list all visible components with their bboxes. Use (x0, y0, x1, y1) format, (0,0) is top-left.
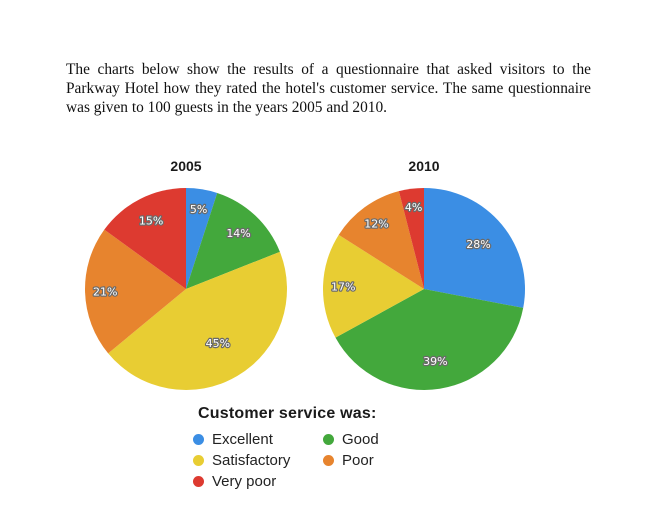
legend-label: Very poor (212, 472, 277, 490)
data-label-good: 39% (423, 355, 447, 368)
very-poor-dot-icon (193, 475, 204, 487)
data-label-satisfactory: 17% (331, 280, 355, 293)
legend-item-good: Good (323, 429, 413, 449)
legend-label: Excellent (212, 430, 273, 448)
slice-good (186, 192, 280, 289)
data-label-excellent: 5% (190, 203, 207, 216)
question-prompt: The charts below show the results of a q… (66, 61, 591, 116)
slice-satisfactory (322, 234, 424, 338)
legend-label: Poor (342, 451, 374, 469)
data-label-good: 14% (226, 227, 250, 240)
data-label-very-poor: 4% (405, 201, 422, 214)
pie-title: 2010 (408, 158, 439, 174)
pie-title: 2005 (170, 158, 201, 174)
slice-very-poor (104, 188, 186, 289)
good-dot-icon (323, 433, 334, 445)
data-label-poor: 21% (93, 286, 117, 299)
slice-excellent (424, 188, 525, 308)
legend-item-poor: Poor (323, 450, 413, 470)
poor-dot-icon (323, 454, 334, 466)
legend-title: Customer service was: (198, 405, 377, 422)
data-label-excellent: 28% (466, 238, 490, 251)
pie-chart-2010: 2010 28% 39% 17% 12% 4% (322, 158, 525, 390)
satisfactory-dot-icon (193, 454, 204, 466)
legend-item-excellent: Excellent (193, 429, 323, 449)
legend-item-very-poor: Very poor (193, 471, 323, 491)
slice-satisfactory (108, 251, 287, 390)
slice-poor (85, 229, 186, 354)
pie-charts: 2005 5% 14% 45% 21% 15% 2010 28% 39% 17% 12% 4% (85, 158, 525, 390)
legend-label: Satisfactory (212, 451, 291, 469)
slice-good (335, 289, 524, 390)
slice-excellent (186, 188, 218, 289)
pie-chart-2005: 2005 5% 14% 45% 21% 15% (85, 158, 287, 390)
legend-label: Good (342, 430, 379, 448)
slice-very-poor (398, 188, 424, 289)
excellent-dot-icon (193, 433, 204, 445)
slice-poor (338, 191, 424, 289)
data-label-very-poor: 15% (139, 215, 163, 228)
legend: Customer service was: Excellent Good Sat… (193, 405, 413, 491)
legend-item-satisfactory: Satisfactory (193, 450, 323, 470)
data-label-poor: 12% (364, 218, 388, 231)
data-label-satisfactory: 45% (206, 337, 230, 350)
